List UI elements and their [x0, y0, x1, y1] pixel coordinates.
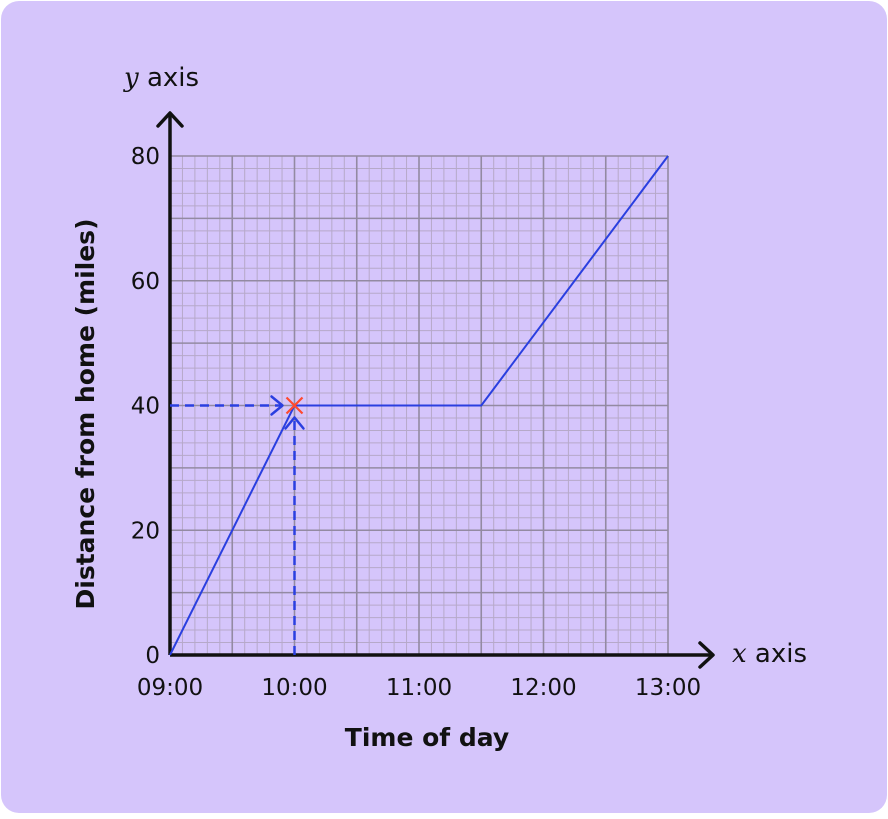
y-tick-label: 0	[145, 643, 160, 669]
x-axis-var: x	[732, 639, 747, 669]
x-axis-title: Time of day	[345, 723, 509, 752]
y-axis-var: y	[123, 63, 139, 93]
x-tick-label: 10:00	[261, 675, 327, 701]
x-tick-label: 11:00	[386, 675, 452, 701]
x-tick-label: 09:00	[137, 675, 203, 701]
x-tick-label: 13:00	[635, 675, 701, 701]
y-tick-label: 40	[131, 394, 160, 420]
x-axis-name: x axis	[732, 639, 807, 669]
y-tick-label: 60	[131, 269, 160, 295]
y-axis-word: axis	[139, 63, 199, 93]
y-axis-title: Distance from home (miles)	[71, 219, 100, 610]
x-tick-label: 12:00	[510, 675, 576, 701]
x-axis-word: axis	[747, 639, 807, 669]
y-axis-name: y axis	[123, 63, 199, 93]
y-tick-label: 80	[131, 144, 160, 170]
y-tick-label: 20	[131, 518, 160, 544]
